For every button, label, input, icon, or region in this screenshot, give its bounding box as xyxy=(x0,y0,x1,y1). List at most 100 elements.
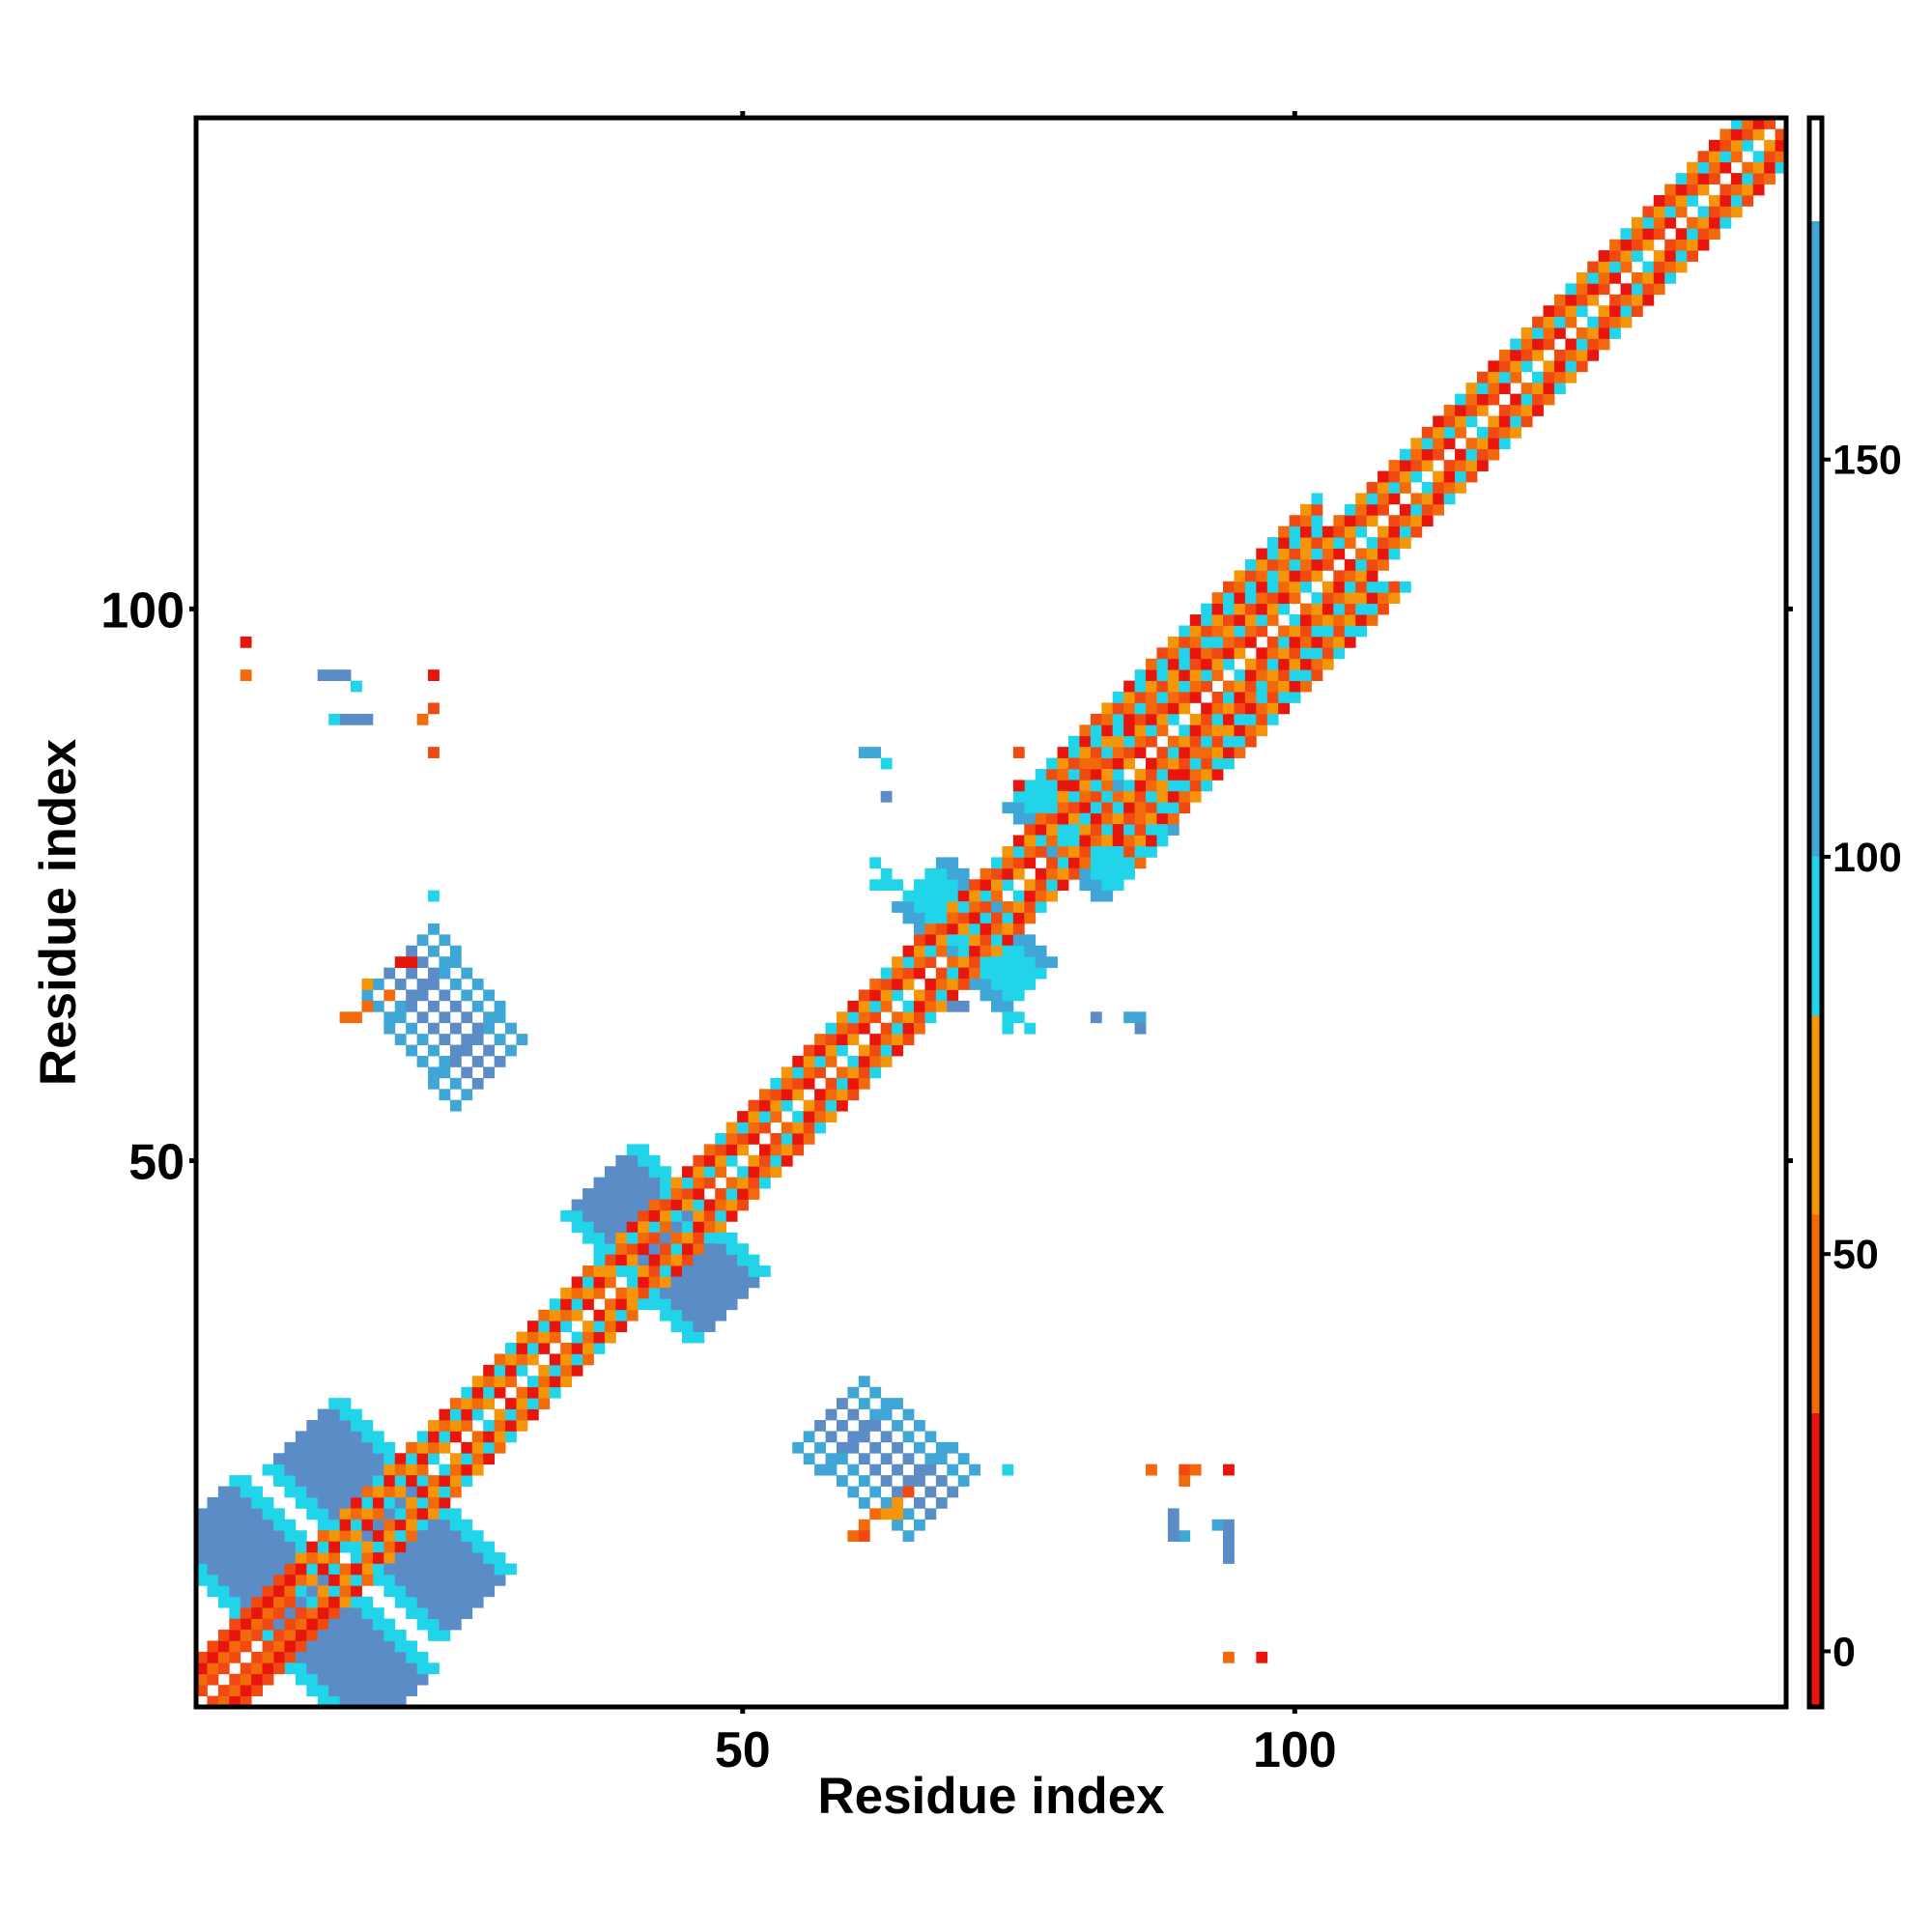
heatmap-cell xyxy=(1775,161,1787,174)
heatmap-cell xyxy=(935,1453,948,1465)
heatmap-cell xyxy=(681,1331,694,1344)
heatmap-cell xyxy=(1289,692,1301,703)
heatmap-cell xyxy=(1223,1463,1235,1476)
heatmap-cell xyxy=(1289,658,1301,670)
heatmap-cell xyxy=(935,1000,948,1012)
heatmap-cell xyxy=(273,1596,285,1608)
heatmap-cell xyxy=(1012,989,1025,1002)
heatmap-cell xyxy=(1388,481,1401,494)
heatmap-cell xyxy=(240,1541,252,1553)
heatmap-cell xyxy=(748,1099,760,1112)
heatmap-cell xyxy=(892,1419,903,1432)
heatmap-cell xyxy=(262,1519,274,1531)
heatmap-cell xyxy=(1609,305,1621,318)
heatmap-cell xyxy=(416,1519,429,1531)
heatmap-cell xyxy=(1046,879,1058,892)
heatmap-cell xyxy=(1730,151,1743,163)
heatmap-cell xyxy=(1057,879,1069,892)
colorbar-frame xyxy=(1806,115,1825,1710)
heatmap-cell xyxy=(328,1463,340,1476)
heatmap-cell xyxy=(748,1122,760,1134)
heatmap-cell xyxy=(306,1651,319,1663)
heatmap-cell xyxy=(217,1519,230,1531)
heatmap-cell xyxy=(1388,548,1401,560)
heatmap-cell xyxy=(351,713,362,725)
heatmap-cell xyxy=(969,945,980,957)
heatmap-cell xyxy=(1266,636,1279,648)
heatmap-cell xyxy=(814,1034,826,1045)
heatmap-cell xyxy=(328,1408,340,1421)
heatmap-cell xyxy=(1068,835,1080,847)
heatmap-cell xyxy=(1223,724,1235,737)
heatmap-cell xyxy=(1189,647,1202,660)
heatmap-cell xyxy=(240,1574,252,1586)
heatmap-cell xyxy=(670,1177,683,1189)
heatmap-cell xyxy=(229,1618,242,1631)
heatmap-cell xyxy=(1520,327,1533,339)
heatmap-cell xyxy=(1234,614,1246,626)
heatmap-cell xyxy=(406,1596,418,1608)
heatmap-cell xyxy=(361,1695,374,1708)
heatmap-cell xyxy=(693,1188,705,1200)
heatmap-cell xyxy=(351,1508,362,1520)
heatmap-cell xyxy=(1134,692,1147,703)
heatmap-cell xyxy=(361,1541,374,1553)
heatmap-cell xyxy=(449,1508,462,1520)
heatmap-cell xyxy=(748,1188,760,1200)
heatmap-cell xyxy=(715,1243,727,1256)
heatmap-cell xyxy=(1311,636,1323,648)
heatmap-cell xyxy=(483,1552,496,1564)
heatmap-cell xyxy=(892,1496,903,1509)
heatmap-cell xyxy=(406,1486,418,1498)
heatmap-cell xyxy=(758,1099,771,1112)
heatmap-cell xyxy=(229,1630,242,1641)
heatmap-cell xyxy=(1300,537,1312,549)
heatmap-cell xyxy=(892,1011,903,1024)
heatmap-cell xyxy=(869,1408,882,1421)
heatmap-cell xyxy=(1476,448,1489,461)
heatmap-cell xyxy=(1598,327,1610,339)
heatmap-cell xyxy=(1609,327,1621,339)
heatmap-cell xyxy=(1046,780,1058,792)
heatmap-cell xyxy=(1134,702,1147,715)
heatmap-cell xyxy=(284,1552,297,1564)
heatmap-cell xyxy=(416,979,429,990)
heatmap-cell xyxy=(1057,845,1069,858)
heatmap-cell xyxy=(1024,967,1037,980)
heatmap-cell xyxy=(814,1089,826,1101)
heatmap-cell xyxy=(1079,835,1092,847)
heatmap-cell xyxy=(892,1398,903,1409)
heatmap-cell xyxy=(858,1453,870,1465)
heatmap-cell xyxy=(1112,824,1124,836)
colorbar-band xyxy=(1809,220,1822,857)
heatmap-cell xyxy=(494,1441,506,1454)
heatmap-cell xyxy=(648,1199,661,1211)
heatmap-cell xyxy=(505,1408,517,1421)
heatmap-cell xyxy=(229,1596,242,1608)
heatmap-cell xyxy=(406,1508,418,1520)
heatmap-cell xyxy=(1300,526,1312,538)
heatmap-cell xyxy=(869,1056,882,1067)
heatmap-cell xyxy=(1035,845,1047,858)
heatmap-cell xyxy=(1664,206,1677,218)
heatmap-cell xyxy=(317,1541,329,1553)
heatmap-cell xyxy=(273,1618,285,1631)
heatmap-cell xyxy=(703,1177,716,1189)
heatmap-cell xyxy=(361,1419,374,1432)
heatmap-cell xyxy=(1079,724,1092,737)
heatmap-cell xyxy=(1742,194,1754,207)
heatmap-cell xyxy=(1388,537,1401,549)
heatmap-cell xyxy=(251,1596,263,1608)
heatmap-cell xyxy=(892,1022,903,1035)
heatmap-cell xyxy=(394,1630,407,1641)
heatmap-cell xyxy=(229,1496,242,1509)
heatmap-cell xyxy=(262,1463,274,1476)
heatmap-cell xyxy=(526,1331,539,1344)
heatmap-cell xyxy=(394,1475,407,1487)
heatmap-cell xyxy=(737,1276,749,1289)
heatmap-cell xyxy=(372,1453,384,1465)
heatmap-cell xyxy=(549,1309,561,1321)
heatmap-cell xyxy=(1002,867,1014,880)
heatmap-cell xyxy=(1476,460,1489,471)
heatmap-cell xyxy=(1179,625,1191,638)
